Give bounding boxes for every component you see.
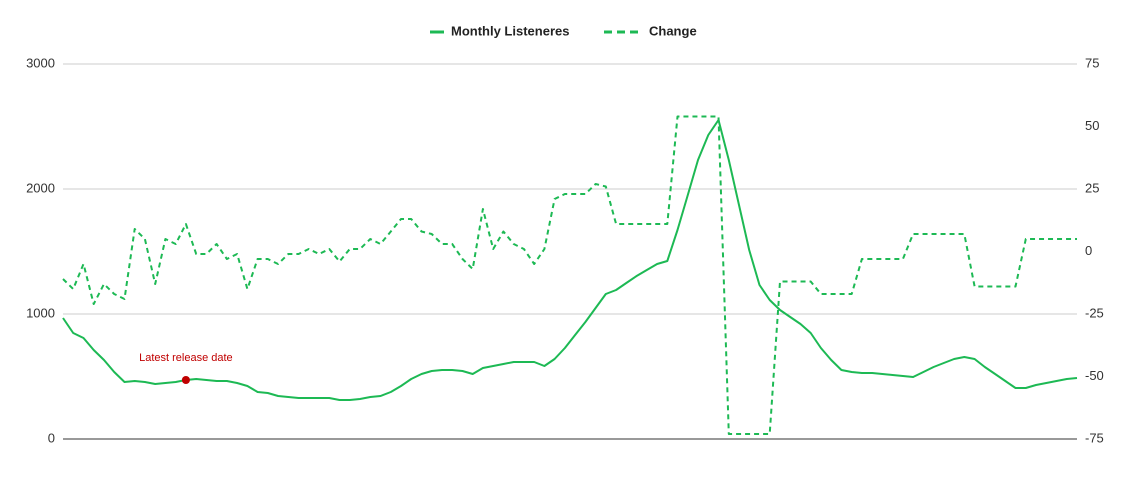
y2-tick-label: -50	[1085, 368, 1104, 383]
y-tick-label: 1000	[26, 305, 55, 320]
annotation-marker	[181, 376, 190, 384]
y2-tick-label: 75	[1085, 55, 1099, 70]
y2-tick-label: 25	[1085, 180, 1099, 195]
legend-label: Monthly Listeneres	[451, 23, 569, 38]
y-tick-label: 0	[48, 430, 55, 445]
y-tick-label: 2000	[26, 180, 55, 195]
series-line	[62, 119, 1078, 401]
y2-tick-label: -25	[1085, 305, 1104, 320]
y2-tick-label: 50	[1085, 118, 1099, 133]
y2-tick-label: 0	[1085, 243, 1092, 258]
y2-tick-label: -75	[1085, 430, 1104, 445]
series-line	[62, 115, 1077, 435]
y-tick-label: 3000	[26, 55, 55, 70]
legend-label: Change	[649, 23, 697, 38]
annotation-label: Latest release date	[139, 352, 233, 364]
